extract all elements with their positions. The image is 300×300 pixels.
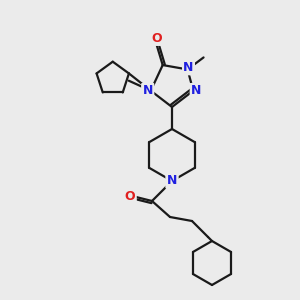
Text: N: N <box>183 61 194 74</box>
Text: O: O <box>152 32 162 45</box>
Text: O: O <box>125 190 135 202</box>
Text: N: N <box>191 84 201 97</box>
Text: N: N <box>167 175 177 188</box>
Text: N: N <box>191 84 201 97</box>
Text: N: N <box>167 175 177 188</box>
Text: N: N <box>142 84 153 97</box>
Text: N: N <box>183 61 194 74</box>
Text: O: O <box>152 32 162 45</box>
Text: N: N <box>142 84 153 97</box>
Text: O: O <box>125 190 135 202</box>
